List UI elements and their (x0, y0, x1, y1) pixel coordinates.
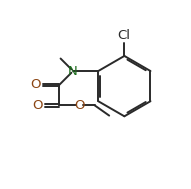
Text: Cl: Cl (117, 29, 130, 42)
Text: O: O (74, 99, 85, 112)
Text: N: N (68, 64, 78, 77)
Text: O: O (32, 99, 43, 112)
Text: O: O (30, 78, 41, 91)
